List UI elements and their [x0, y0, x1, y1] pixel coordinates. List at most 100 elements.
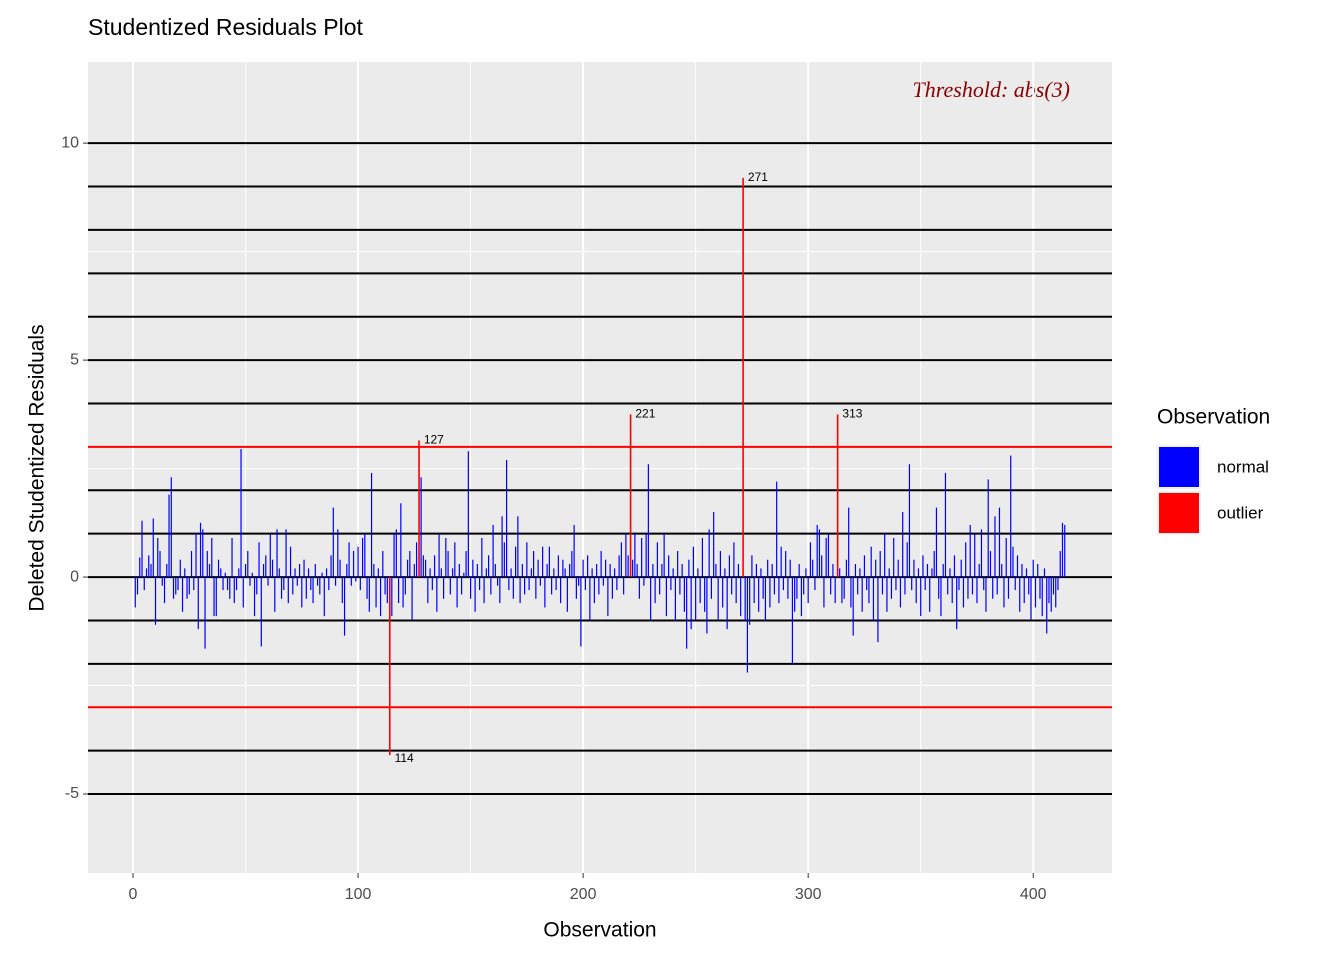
- bar: [490, 577, 492, 595]
- bar: [751, 555, 753, 578]
- bar: [605, 559, 607, 578]
- x-tick-label: 100: [345, 886, 372, 903]
- bar: [845, 559, 848, 578]
- bar: [643, 577, 645, 586]
- bar: [433, 555, 436, 578]
- bar: [152, 518, 154, 578]
- bar: [762, 577, 764, 599]
- y-tick-label: 0: [70, 568, 79, 585]
- bar: [136, 577, 139, 595]
- outlier-label: 127: [424, 433, 444, 447]
- bar: [280, 577, 283, 599]
- bar: [296, 577, 298, 586]
- bar: [926, 564, 929, 578]
- bar: [328, 577, 330, 591]
- bar: [339, 559, 341, 578]
- bar: [890, 577, 893, 599]
- bar: [962, 577, 965, 608]
- bar: [665, 577, 667, 617]
- bar: [674, 577, 676, 621]
- bar: [1010, 455, 1012, 578]
- bar: [197, 577, 199, 630]
- bar: [614, 568, 616, 578]
- bar: [388, 577, 391, 755]
- bar: [832, 564, 834, 578]
- bar: [987, 479, 989, 578]
- bar: [134, 577, 136, 608]
- bar: [989, 551, 992, 578]
- bar: [186, 577, 188, 599]
- bar: [902, 511, 904, 578]
- bar: [145, 568, 148, 578]
- bar: [704, 577, 706, 612]
- bar: [258, 542, 260, 578]
- bar: [940, 577, 942, 617]
- bar: [769, 577, 771, 608]
- bar: [906, 542, 908, 578]
- bar: [1041, 577, 1043, 617]
- bar: [884, 533, 886, 578]
- bar: [1005, 538, 1007, 578]
- bar: [688, 559, 690, 578]
- bar: [893, 538, 895, 578]
- bar: [193, 577, 195, 591]
- bar: [699, 577, 701, 604]
- bar: [875, 559, 877, 578]
- bar: [949, 568, 951, 578]
- bar: [668, 555, 670, 578]
- bar: [652, 564, 654, 578]
- x-tick-label: 0: [129, 886, 138, 903]
- bar: [364, 533, 366, 578]
- bar: [402, 577, 404, 608]
- bar: [393, 533, 395, 578]
- bar: [843, 577, 845, 599]
- bar: [976, 577, 978, 604]
- bar: [773, 577, 776, 595]
- bar: [787, 577, 789, 599]
- bar: [951, 577, 953, 604]
- bar: [650, 577, 652, 621]
- bar: [746, 577, 749, 673]
- bar: [965, 542, 967, 578]
- bar: [424, 559, 427, 578]
- bar: [222, 577, 224, 591]
- bar: [166, 564, 168, 578]
- bar: [289, 546, 292, 578]
- bar: [467, 451, 469, 578]
- bar: [744, 577, 746, 621]
- bar: [458, 564, 460, 578]
- bar: [724, 568, 726, 578]
- bar: [1034, 577, 1037, 608]
- bar: [740, 577, 742, 617]
- bar: [859, 568, 861, 578]
- bar: [861, 577, 863, 612]
- bar: [442, 577, 445, 599]
- bar: [341, 577, 343, 604]
- bar: [562, 559, 564, 578]
- bar: [355, 577, 357, 582]
- bar: [942, 564, 944, 578]
- legend-swatch: [1159, 447, 1199, 487]
- bar: [438, 533, 440, 578]
- bar: [938, 577, 940, 599]
- bar: [287, 577, 289, 604]
- bar: [607, 577, 609, 617]
- bar: [618, 555, 620, 578]
- bar: [785, 551, 787, 578]
- bar: [262, 564, 265, 578]
- bar: [546, 564, 548, 578]
- bar: [830, 577, 832, 595]
- bar: [348, 542, 350, 578]
- bar: [524, 577, 526, 595]
- bar: [575, 577, 577, 599]
- bar: [427, 577, 429, 604]
- bar: [623, 577, 625, 595]
- bar: [569, 564, 571, 578]
- bar: [175, 577, 177, 595]
- bar: [238, 568, 240, 578]
- bar: [886, 577, 888, 612]
- bar: [499, 577, 501, 604]
- bar: [253, 577, 256, 617]
- bar: [686, 577, 688, 649]
- bar: [1028, 577, 1030, 595]
